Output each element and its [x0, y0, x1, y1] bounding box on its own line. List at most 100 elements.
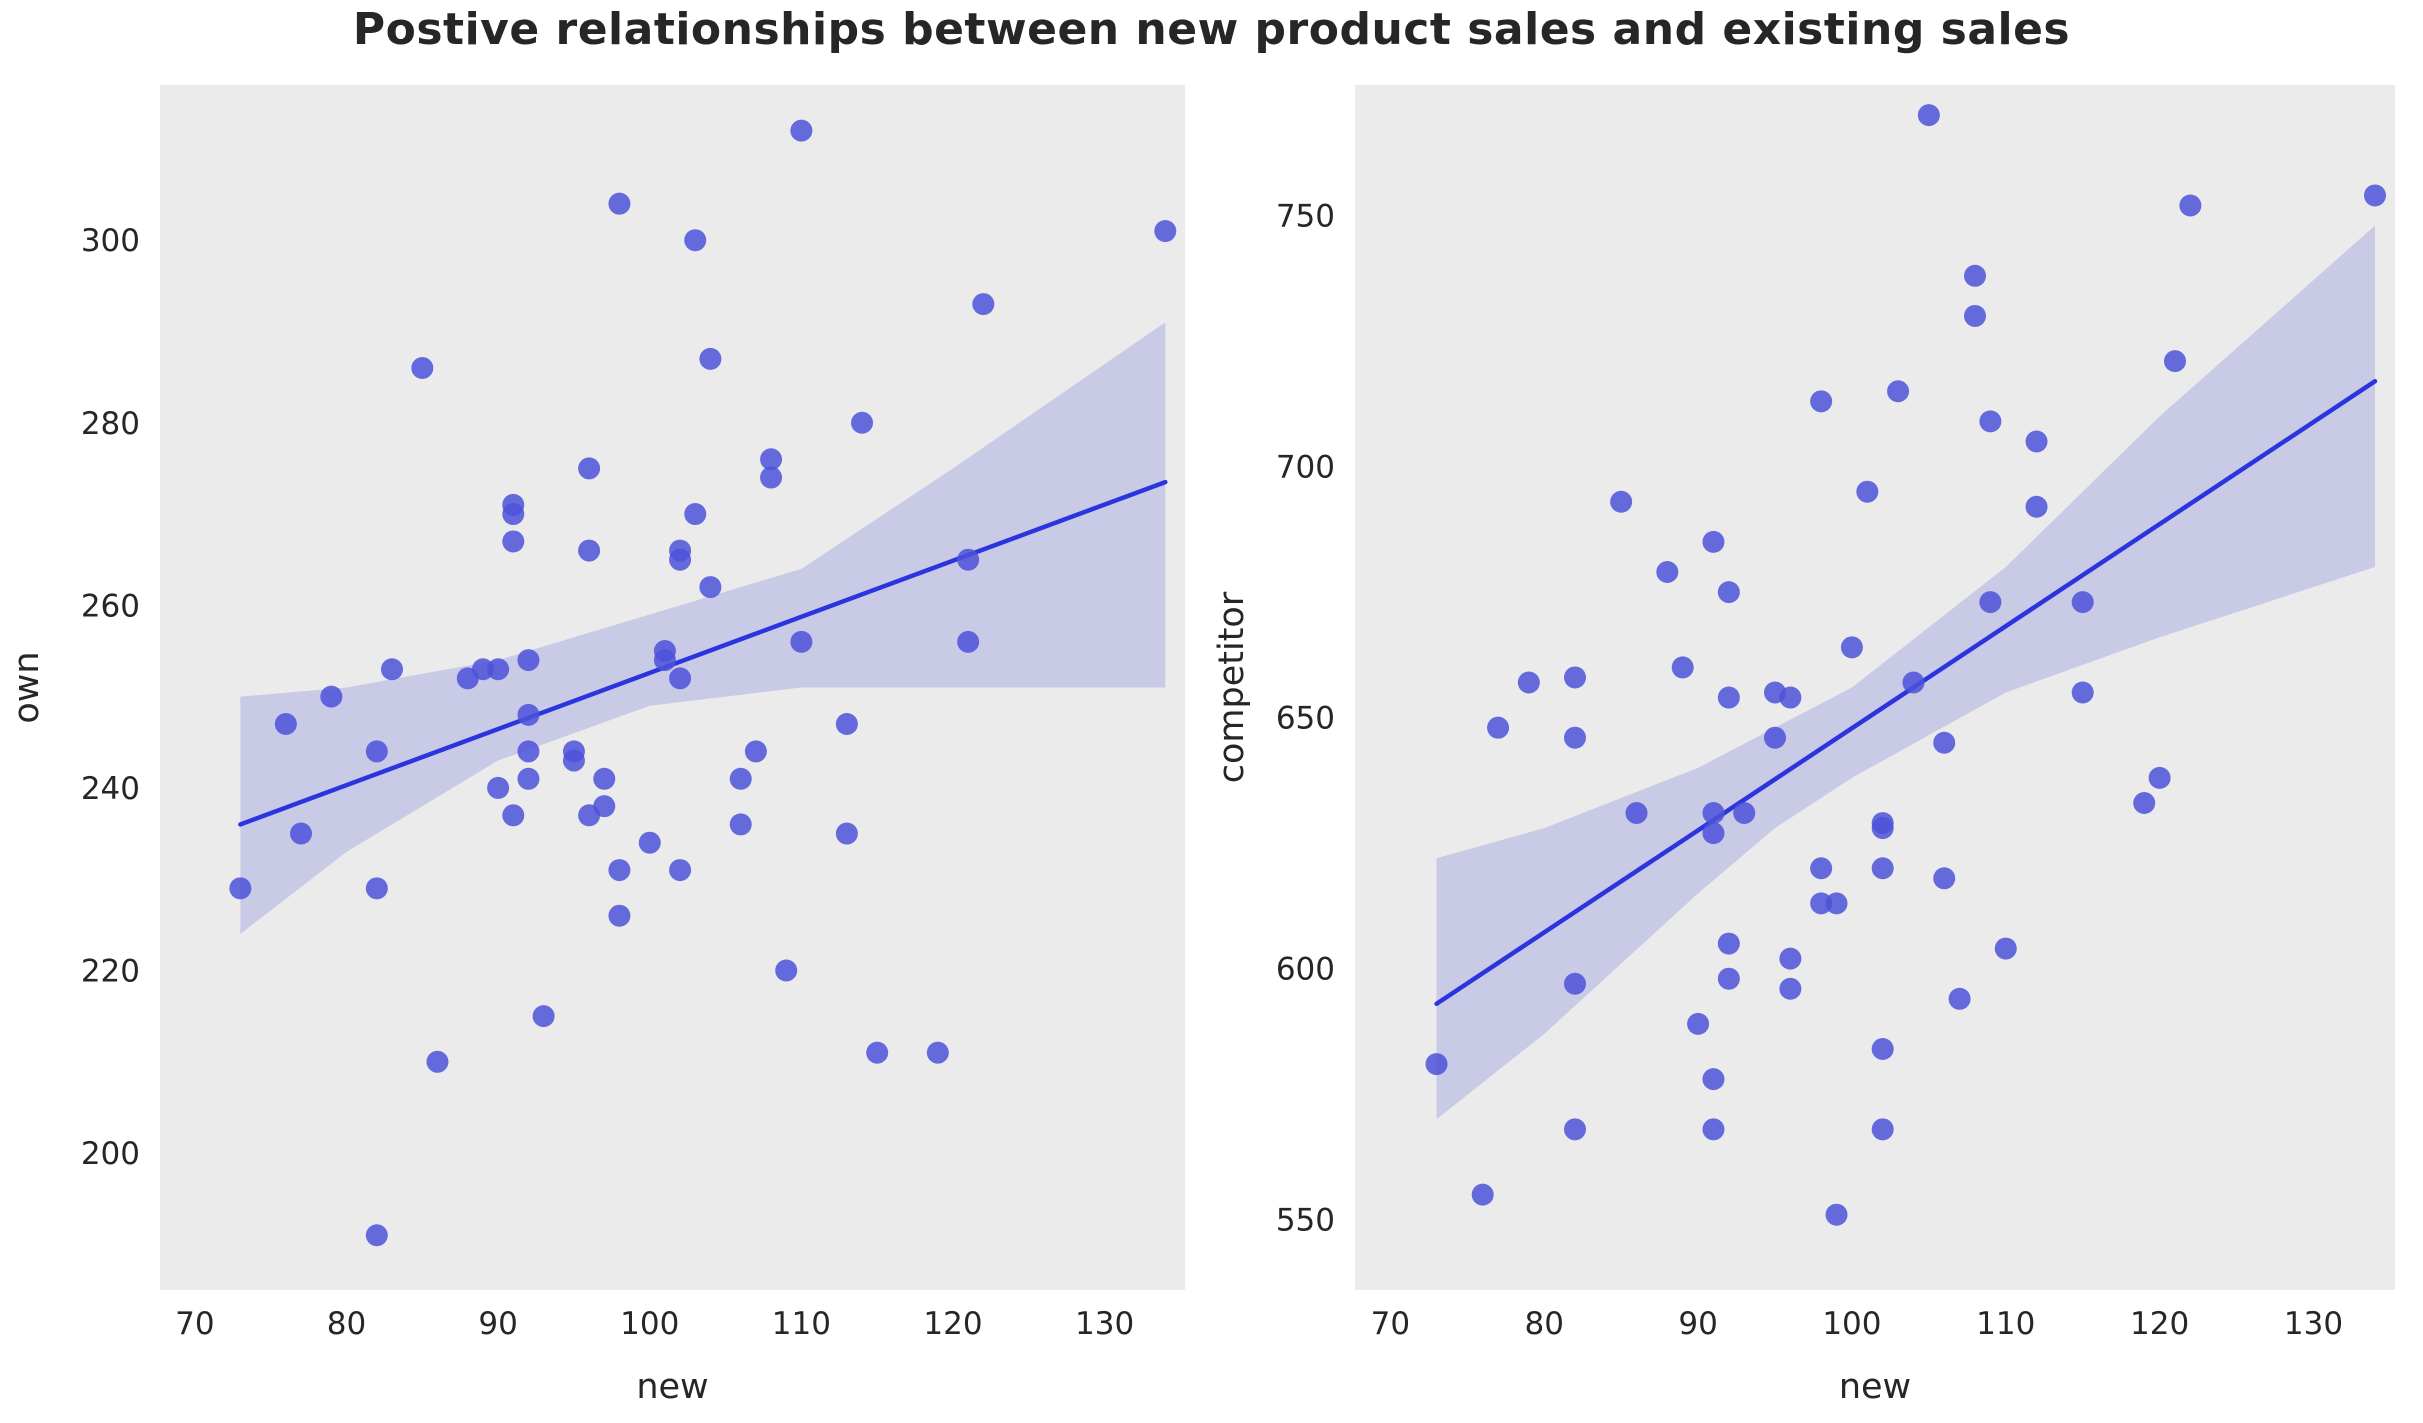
scatter-point: [835, 713, 858, 736]
y-tick-label: 260: [81, 588, 140, 624]
scatter-point: [380, 658, 403, 681]
scatter-point: [274, 713, 297, 736]
x-tick-label: 80: [327, 1306, 366, 1342]
scatter-point: [1564, 726, 1586, 749]
scatter-point: [1964, 304, 1986, 327]
scatter-point: [669, 667, 692, 690]
scatter-point: [1717, 581, 1740, 604]
x-tick-label: 100: [620, 1306, 679, 1342]
x-tick-label: 70: [1371, 1306, 1410, 1342]
scatter-point: [1779, 947, 1802, 970]
scatter-point: [866, 1041, 889, 1064]
y-tick-label: 600: [1276, 952, 1335, 988]
x-axis-label: new: [1839, 1367, 1911, 1407]
scatter-point: [1840, 636, 1863, 659]
scatter-point: [365, 877, 388, 900]
scatter-point: [669, 539, 692, 562]
scatter-point: [229, 877, 252, 900]
scatter-point: [1810, 892, 1833, 915]
scatter-point: [2364, 184, 2386, 207]
scatter-point: [1154, 220, 1177, 243]
scatter-point: [562, 740, 585, 763]
scatter-point: [608, 859, 631, 882]
scatter-point: [684, 229, 707, 252]
scatter-point: [638, 831, 661, 854]
scatter-point: [835, 822, 858, 845]
scatter-point: [578, 539, 601, 562]
x-tick-label: 110: [1976, 1306, 2035, 1342]
scatter-point: [1810, 857, 1833, 880]
scatter-point: [517, 767, 540, 790]
scatter-point: [2071, 681, 2094, 704]
x-tick-label: 70: [175, 1306, 214, 1342]
scatter-point: [1825, 892, 1848, 915]
scatter-point: [1887, 380, 1910, 403]
scatter-point: [1610, 490, 1633, 513]
scatter-point: [1487, 716, 1510, 739]
scatter-point: [2148, 766, 2171, 789]
scatter-point: [1856, 480, 1879, 503]
scatter-point: [1933, 731, 1956, 754]
scatter-point: [2071, 591, 2094, 614]
scatter-point: [1564, 1118, 1586, 1141]
scatter-point: [1779, 977, 1802, 1000]
x-tick-label: 80: [1525, 1306, 1564, 1342]
scatter-point: [1702, 1068, 1725, 1091]
scatter-point: [1948, 987, 1971, 1010]
right-scatter-plot-competitor-vs-new: 70 80 90 100 110 120 130 550 600 650 700 750 new comp…: [1212, 85, 2395, 1407]
y-tick-label: 650: [1276, 701, 1335, 737]
scatter-point: [1702, 530, 1725, 553]
scatter-point: [578, 457, 601, 480]
scatter-point: [1825, 1203, 1848, 1226]
scatter-point: [1810, 390, 1833, 413]
scatter-point: [1902, 671, 1925, 694]
scatter-point: [517, 703, 540, 726]
scatter-point: [851, 411, 874, 434]
y-tick-label: 280: [81, 406, 140, 442]
scatter-point: [1656, 561, 1679, 584]
x-axis-label: new: [636, 1367, 708, 1407]
scatter-point: [1702, 802, 1725, 825]
scatter-point: [1779, 686, 1802, 709]
y-tick-label: 550: [1276, 1203, 1335, 1239]
scatter-point: [653, 639, 676, 662]
scatter-point: [1702, 822, 1725, 845]
scatter-point: [1564, 972, 1586, 995]
scatter-point: [790, 119, 813, 142]
scatter-point: [502, 530, 525, 553]
scatter-point: [1425, 1053, 1448, 1076]
x-tick-label: 120: [2130, 1306, 2189, 1342]
scatter-point: [684, 503, 707, 526]
scatter-point: [502, 804, 525, 827]
scatter-point: [1717, 967, 1740, 990]
scatter-point: [471, 658, 494, 681]
scatter-point: [2133, 791, 2156, 814]
y-tick-label: 700: [1276, 450, 1335, 486]
scatter-point: [1517, 671, 1540, 694]
confidence-band: [240, 322, 1166, 934]
scatter-point: [2025, 495, 2048, 518]
scatter-point: [1871, 812, 1894, 835]
scatter-point: [972, 293, 995, 316]
scatter-point: [608, 904, 631, 927]
scatter-point: [517, 740, 540, 763]
scatter-point: [1917, 104, 1940, 127]
x-tick-label: 130: [2284, 1306, 2343, 1342]
scatter-point: [1871, 857, 1894, 880]
y-tick-label: 300: [81, 223, 140, 259]
y-axis-label: own: [7, 651, 47, 723]
scatter-point: [1994, 937, 2017, 960]
y-tick-label: 200: [81, 1136, 140, 1172]
x-tick-label: 130: [1075, 1306, 1134, 1342]
scatter-point: [2179, 194, 2202, 217]
x-tick-label: 120: [923, 1306, 982, 1342]
scatter-point: [517, 649, 540, 672]
scatter-point: [760, 448, 783, 471]
scatter-point: [1687, 1012, 1710, 1035]
scatter-point: [1871, 1118, 1894, 1141]
scatter-point: [290, 822, 313, 845]
x-tick-label: 90: [1678, 1306, 1717, 1342]
scatter-point: [729, 813, 752, 836]
scatter-point: [365, 740, 388, 763]
scatter-point: [487, 776, 510, 799]
